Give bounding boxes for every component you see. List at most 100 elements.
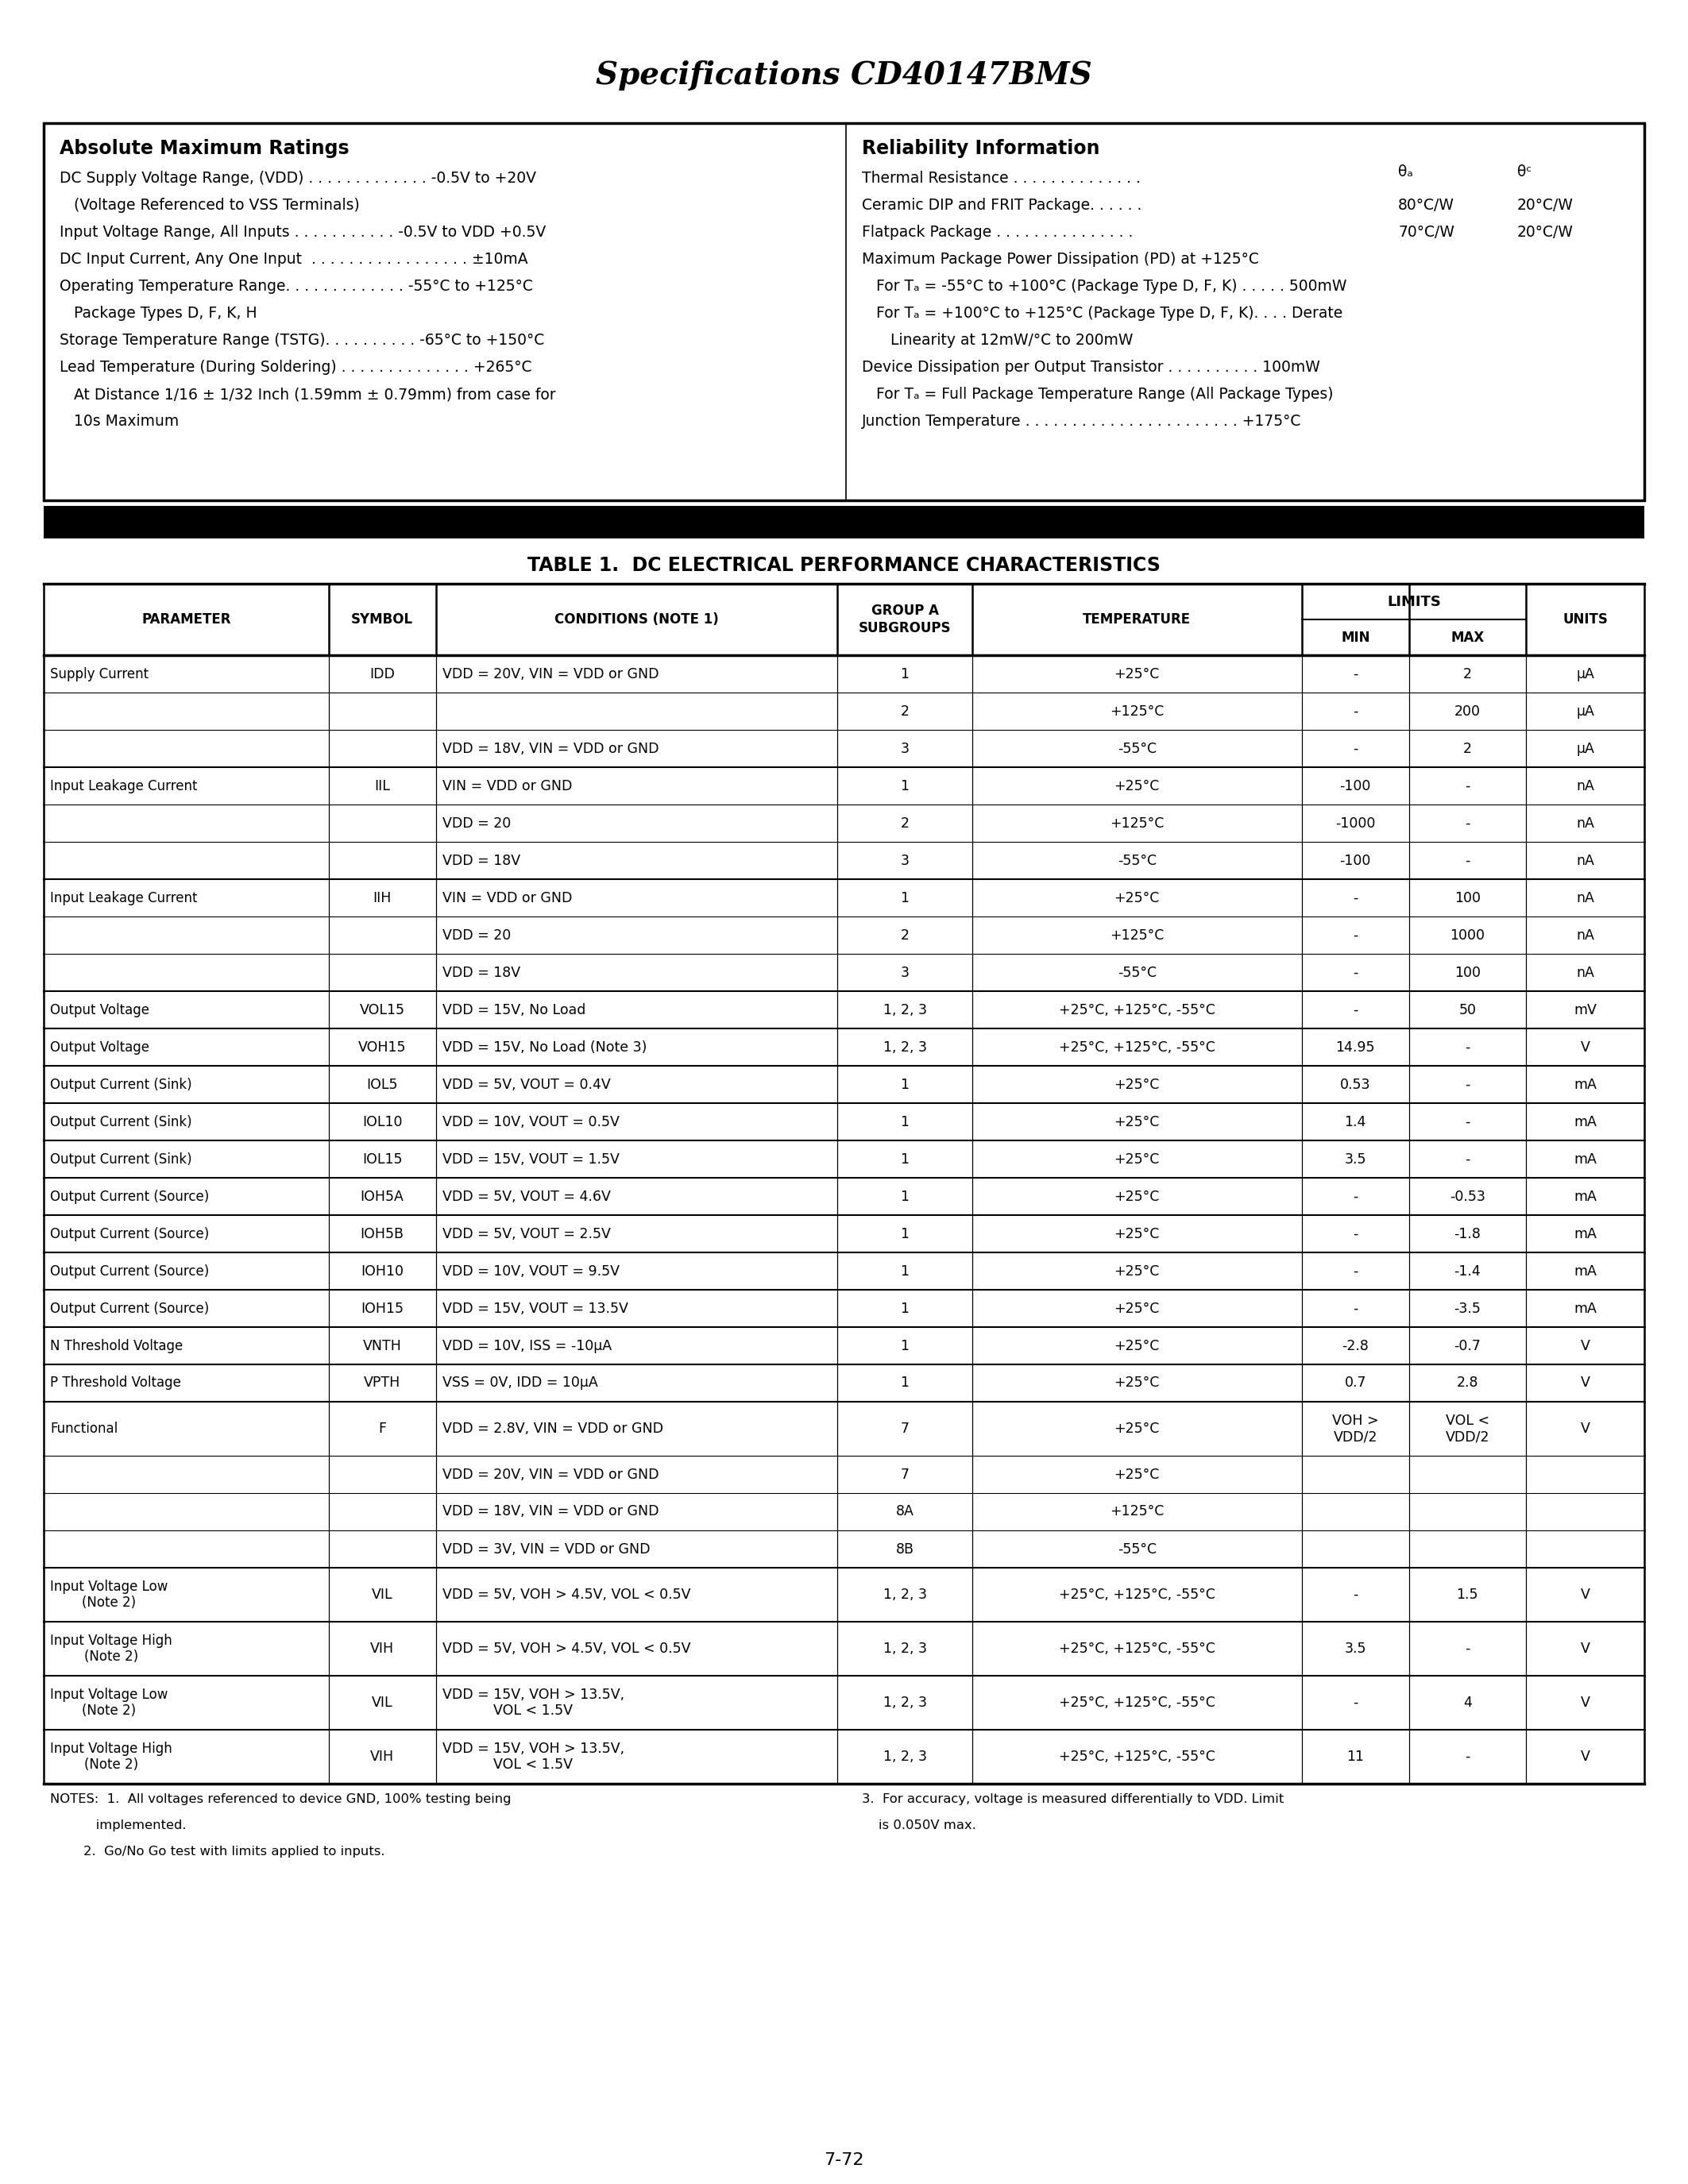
Text: 2.  Go/No Go test with limits applied to inputs.: 2. Go/No Go test with limits applied to … xyxy=(51,1845,385,1859)
Text: -: - xyxy=(1352,1588,1357,1601)
Text: VDD = 20V, VIN = VDD or GND: VDD = 20V, VIN = VDD or GND xyxy=(442,1468,658,1481)
Text: -55°C: -55°C xyxy=(1117,740,1156,756)
Text: 1: 1 xyxy=(900,1265,910,1278)
Text: Input Leakage Current: Input Leakage Current xyxy=(51,891,197,904)
Text: -100: -100 xyxy=(1340,780,1371,793)
Text: SYMBOL: SYMBOL xyxy=(351,612,414,627)
Text: IDD: IDD xyxy=(370,666,395,681)
Text: F: F xyxy=(378,1422,387,1435)
Text: VIN = VDD or GND: VIN = VDD or GND xyxy=(442,891,572,904)
Text: 1, 2, 3: 1, 2, 3 xyxy=(883,1642,927,1655)
Text: +25°C, +125°C, -55°C: +25°C, +125°C, -55°C xyxy=(1058,1588,1215,1601)
Text: VDD = 3V, VIN = VDD or GND: VDD = 3V, VIN = VDD or GND xyxy=(442,1542,650,1557)
Text: For Tₐ = +100°C to +125°C (Package Type D, F, K). . . . Derate: For Tₐ = +100°C to +125°C (Package Type … xyxy=(863,306,1342,321)
Text: Flatpack Package . . . . . . . . . . . . . . .: Flatpack Package . . . . . . . . . . . .… xyxy=(863,225,1133,240)
Text: θₐ: θₐ xyxy=(1398,164,1413,179)
Text: 7-72: 7-72 xyxy=(824,2151,864,2169)
Text: +25°C, +125°C, -55°C: +25°C, +125°C, -55°C xyxy=(1058,1749,1215,1765)
Text: 0.53: 0.53 xyxy=(1340,1077,1371,1092)
Text: Supply Current: Supply Current xyxy=(51,666,149,681)
Text: -55°C: -55°C xyxy=(1117,1542,1156,1557)
Text: 1: 1 xyxy=(900,1077,910,1092)
Text: mA: mA xyxy=(1573,1077,1597,1092)
Text: -2.8: -2.8 xyxy=(1342,1339,1369,1352)
Text: 2: 2 xyxy=(1463,666,1472,681)
Text: -: - xyxy=(1352,1227,1357,1241)
Text: IOH15: IOH15 xyxy=(361,1302,403,1315)
Text: -: - xyxy=(1352,965,1357,981)
Text: +125°C: +125°C xyxy=(1109,817,1165,830)
Text: 1, 2, 3: 1, 2, 3 xyxy=(883,1695,927,1710)
Text: Junction Temperature . . . . . . . . . . . . . . . . . . . . . . . +175°C: Junction Temperature . . . . . . . . . .… xyxy=(863,413,1301,428)
Text: 11: 11 xyxy=(1347,1749,1364,1765)
Text: +25°C: +25°C xyxy=(1114,1077,1160,1092)
Text: 1: 1 xyxy=(900,1190,910,1203)
Text: 1: 1 xyxy=(900,891,910,904)
Text: 2: 2 xyxy=(900,703,910,719)
Text: 70°C/W: 70°C/W xyxy=(1398,225,1455,240)
Text: IIH: IIH xyxy=(373,891,392,904)
Text: VOH15: VOH15 xyxy=(358,1040,407,1055)
Text: +25°C: +25°C xyxy=(1114,891,1160,904)
Text: 3.  For accuracy, voltage is measured differentially to VDD. Limit: 3. For accuracy, voltage is measured dif… xyxy=(863,1793,1285,1806)
Text: mA: mA xyxy=(1573,1114,1597,1129)
Text: -0.7: -0.7 xyxy=(1453,1339,1480,1352)
Text: mA: mA xyxy=(1573,1151,1597,1166)
Text: +25°C: +25°C xyxy=(1114,1114,1160,1129)
Text: 1: 1 xyxy=(900,1339,910,1352)
Text: -55°C: -55°C xyxy=(1117,854,1156,867)
Text: μA: μA xyxy=(1577,666,1593,681)
Text: +125°C: +125°C xyxy=(1109,703,1165,719)
Text: +25°C: +25°C xyxy=(1114,1265,1160,1278)
Text: Package Types D, F, K, H: Package Types D, F, K, H xyxy=(59,306,257,321)
Text: +25°C, +125°C, -55°C: +25°C, +125°C, -55°C xyxy=(1058,1040,1215,1055)
Text: V: V xyxy=(1580,1422,1590,1435)
Text: -: - xyxy=(1465,1151,1470,1166)
Text: Maximum Package Power Dissipation (PD) at +125°C: Maximum Package Power Dissipation (PD) a… xyxy=(863,251,1259,266)
Text: μA: μA xyxy=(1577,703,1593,719)
Text: VDD = 2.8V, VIN = VDD or GND: VDD = 2.8V, VIN = VDD or GND xyxy=(442,1422,663,1435)
Text: 100: 100 xyxy=(1455,891,1480,904)
Text: 2: 2 xyxy=(1463,740,1472,756)
Text: mA: mA xyxy=(1573,1227,1597,1241)
Text: 1.5: 1.5 xyxy=(1457,1588,1479,1601)
Text: VDD = 15V, VOH > 13.5V,
VOL < 1.5V: VDD = 15V, VOH > 13.5V, VOL < 1.5V xyxy=(442,1688,625,1719)
Text: nA: nA xyxy=(1577,817,1593,830)
Text: +25°C: +25°C xyxy=(1114,1376,1160,1391)
Text: 1: 1 xyxy=(900,1376,910,1391)
Text: +25°C: +25°C xyxy=(1114,666,1160,681)
Text: Output Voltage: Output Voltage xyxy=(51,1040,149,1055)
Text: V: V xyxy=(1580,1376,1590,1391)
Text: +25°C: +25°C xyxy=(1114,1468,1160,1481)
Text: TEMPERATURE: TEMPERATURE xyxy=(1082,612,1192,627)
Text: -: - xyxy=(1352,1002,1357,1018)
Text: 100: 100 xyxy=(1455,965,1480,981)
Text: VDD = 5V, VOUT = 4.6V: VDD = 5V, VOUT = 4.6V xyxy=(442,1190,611,1203)
Text: 2.8: 2.8 xyxy=(1457,1376,1479,1391)
Text: Reliability Information: Reliability Information xyxy=(863,140,1101,157)
Text: -: - xyxy=(1465,1642,1470,1655)
Text: -: - xyxy=(1465,1114,1470,1129)
Text: MAX: MAX xyxy=(1450,631,1484,644)
Text: -100: -100 xyxy=(1340,854,1371,867)
Text: VDD = 10V, VOUT = 9.5V: VDD = 10V, VOUT = 9.5V xyxy=(442,1265,619,1278)
Text: Linearity at 12mW/°C to 200mW: Linearity at 12mW/°C to 200mW xyxy=(863,332,1133,347)
Text: 14.95: 14.95 xyxy=(1335,1040,1376,1055)
Text: Input Voltage High
(Note 2): Input Voltage High (Note 2) xyxy=(51,1634,172,1664)
Bar xyxy=(44,507,1644,539)
Text: 10s Maximum: 10s Maximum xyxy=(59,413,179,428)
Text: Output Current (Source): Output Current (Source) xyxy=(51,1227,209,1241)
Text: VDD = 18V: VDD = 18V xyxy=(442,965,520,981)
Text: Output Current (Sink): Output Current (Sink) xyxy=(51,1077,192,1092)
Text: VIN = VDD or GND: VIN = VDD or GND xyxy=(442,780,572,793)
Text: At Distance 1/16 ± 1/32 Inch (1.59mm ± 0.79mm) from case for: At Distance 1/16 ± 1/32 Inch (1.59mm ± 0… xyxy=(59,387,555,402)
Text: VDD = 15V, VOUT = 1.5V: VDD = 15V, VOUT = 1.5V xyxy=(442,1151,619,1166)
Text: Input Voltage Low
(Note 2): Input Voltage Low (Note 2) xyxy=(51,1688,167,1719)
Text: -1000: -1000 xyxy=(1335,817,1376,830)
Text: Output Current (Source): Output Current (Source) xyxy=(51,1190,209,1203)
Text: 200: 200 xyxy=(1455,703,1480,719)
Text: IIL: IIL xyxy=(375,780,390,793)
Text: LIMITS: LIMITS xyxy=(1388,594,1442,609)
Text: 1: 1 xyxy=(900,666,910,681)
Text: 1, 2, 3: 1, 2, 3 xyxy=(883,1749,927,1765)
